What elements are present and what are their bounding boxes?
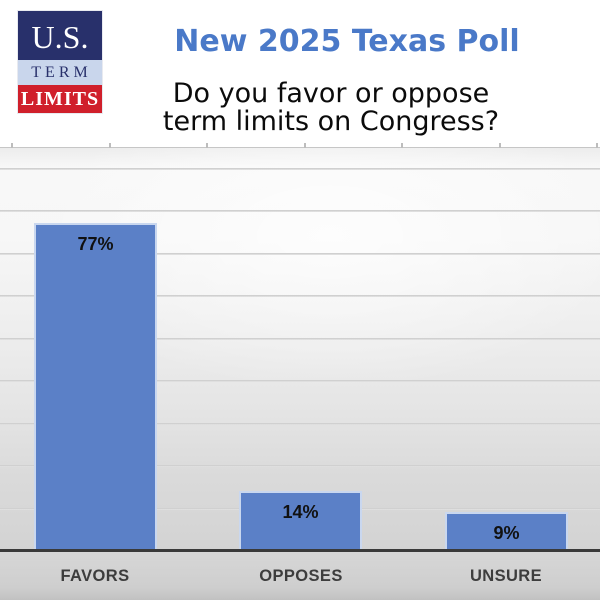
plot-area: 77% 14% 9% [0,143,600,550]
value-label-opposes: 14% [282,501,319,522]
top-axis-tick [596,143,598,148]
gridline-60pct [0,295,600,297]
poll-title: New 2025 Texas Poll [174,24,520,59]
gridline-80pct [0,210,600,212]
ustl-logo: U.S. TERM LIMITS [18,11,102,113]
bar-unsure: 9% [445,511,568,550]
top-axis-tick [401,143,403,148]
top-axis-tick [108,143,111,148]
category-label-opposes: OPPOSES [259,567,343,585]
poll-question-line1: Do you favor or oppose [172,78,490,109]
bar-favors: 77% [34,222,157,550]
x-axis-line [0,549,600,552]
category-axis: FAVORS OPPOSES UNSURE [0,552,600,600]
category-label-unsure: UNSURE [469,567,543,585]
value-label-unsure: 9% [493,522,520,543]
gridline-20pct [0,465,600,467]
category-label-favors: FAVORS [60,567,130,585]
gridline-40pct [0,380,600,382]
top-axis-tick [498,143,501,148]
top-axis-tick [11,143,13,148]
value-label-favors: 77% [77,233,114,254]
logo-limits-band: LIMITS [18,85,102,113]
gridline-90pct [0,167,600,170]
poll-question: Do you favor or oppose term limits on Co… [81,80,581,136]
gridline-30pct [0,422,600,425]
bar-chart: 77% 14% 9% FAVORS OPPOSES UNSURE [0,143,600,600]
gridline-50pct [0,337,600,340]
header: U.S. TERM LIMITS New 2025 Texas Poll Do … [0,0,600,147]
bar-opposes: 14% [239,490,362,550]
poll-question-line2: term limits on Congress? [162,106,500,137]
top-axis-tick [303,143,306,148]
logo-us-band: U.S. [18,11,102,60]
gridline-70pct [0,252,600,255]
top-axis-tick [206,143,208,148]
logo-term-band: TERM [18,60,102,85]
